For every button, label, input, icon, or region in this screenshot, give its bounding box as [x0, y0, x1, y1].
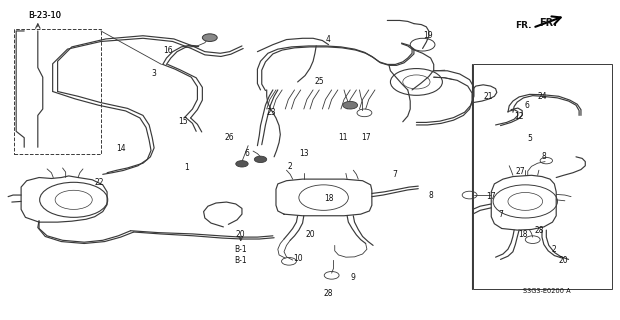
Text: 16: 16 — [163, 45, 172, 55]
Text: 5: 5 — [527, 134, 532, 143]
Bar — [14, 29, 101, 154]
Text: 23: 23 — [266, 108, 276, 117]
Text: 27: 27 — [515, 167, 525, 176]
Text: 24: 24 — [537, 92, 547, 101]
Text: S3G3-E0200 A: S3G3-E0200 A — [523, 288, 571, 294]
Text: 28: 28 — [324, 289, 334, 298]
Text: 7: 7 — [392, 170, 397, 179]
Text: 17: 17 — [487, 191, 496, 201]
Text: 14: 14 — [117, 144, 126, 153]
Text: B-1: B-1 — [234, 256, 247, 265]
Text: 15: 15 — [179, 117, 188, 126]
Text: 6: 6 — [244, 149, 249, 158]
Text: 6: 6 — [524, 101, 529, 110]
Text: 22: 22 — [95, 178, 104, 187]
Text: 18: 18 — [324, 194, 334, 203]
Text: FR.: FR. — [539, 18, 557, 28]
Text: 28: 28 — [534, 226, 544, 235]
Text: 10: 10 — [293, 254, 303, 263]
Text: 17: 17 — [361, 133, 371, 142]
Text: 18: 18 — [519, 230, 528, 239]
Bar — [472, 64, 612, 289]
Text: 11: 11 — [338, 133, 348, 142]
Text: B-23-10: B-23-10 — [28, 11, 61, 20]
Text: 3: 3 — [151, 69, 156, 78]
Text: 13: 13 — [299, 149, 309, 158]
Text: 7: 7 — [498, 210, 503, 219]
Text: 12: 12 — [515, 113, 524, 122]
Text: 26: 26 — [225, 133, 234, 142]
Circle shape — [254, 156, 267, 163]
Text: 2: 2 — [552, 245, 557, 254]
Text: 2: 2 — [288, 162, 293, 171]
Text: B-1: B-1 — [234, 245, 247, 254]
Text: 1: 1 — [184, 164, 188, 172]
Text: 8: 8 — [428, 190, 433, 200]
Text: B-23-10: B-23-10 — [29, 11, 61, 20]
Text: 25: 25 — [314, 77, 324, 86]
Text: 20: 20 — [235, 230, 245, 239]
Text: 4: 4 — [326, 35, 331, 44]
Text: 20: 20 — [305, 230, 315, 239]
Text: 20: 20 — [559, 256, 569, 265]
Circle shape — [236, 161, 248, 167]
Text: FR.: FR. — [515, 21, 531, 30]
Circle shape — [343, 101, 358, 109]
Text: 8: 8 — [541, 152, 546, 161]
Text: 9: 9 — [351, 273, 356, 282]
Text: 19: 19 — [423, 31, 432, 40]
Circle shape — [202, 34, 217, 42]
Text: 21: 21 — [484, 92, 493, 101]
